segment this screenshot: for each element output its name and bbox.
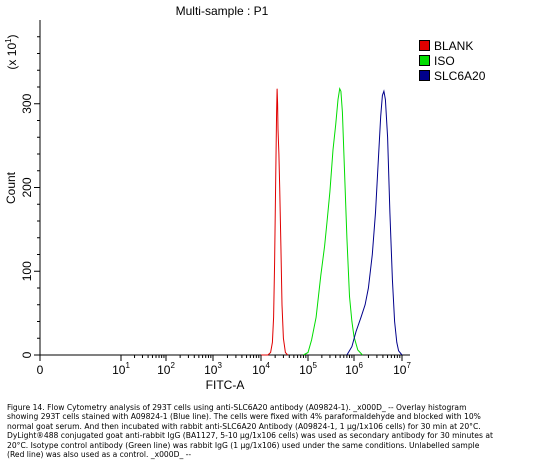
y-multiplier-label: (x 101) — [4, 34, 19, 69]
legend-item-blank: BLANK — [419, 39, 473, 53]
x-tick-label: 101 — [112, 361, 130, 377]
histogram-curves — [261, 87, 403, 356]
caption-line: DyLight®488 conjugated goat anti-rabbit … — [7, 431, 493, 441]
caption-line: Figure 14. Flow Cytometry analysis of 29… — [7, 403, 467, 412]
figure-caption: Figure 14. Flow Cytometry analysis of 29… — [7, 403, 539, 459]
curve-slc6a20 — [346, 89, 403, 356]
legend-label: ISO — [434, 54, 455, 68]
plot-axes — [39, 20, 410, 356]
legend-item-slc6a20: SLC6A20 — [419, 69, 485, 83]
flow-cytometry-chart: Multi-sample : P1 0 100 200 300 0 101 102 103 1… — [4, 4, 411, 392]
x-tick-label: 102 — [157, 361, 175, 377]
y-tick-label: 300 — [20, 93, 34, 113]
legend-label: BLANK — [434, 39, 474, 53]
y-tick-label: 100 — [20, 261, 34, 281]
x-tick-label: 105 — [299, 361, 317, 377]
y-tick-label: 200 — [20, 177, 34, 197]
x-tick-label: 0 — [37, 363, 44, 377]
curve-blank — [261, 88, 289, 356]
curve-iso — [303, 87, 363, 356]
y-tick-label: 0 — [20, 351, 34, 358]
y-axis-ticks: 0 100 200 300 — [20, 36, 40, 358]
legend-swatch — [419, 70, 430, 81]
legend-label: SLC6A20 — [434, 69, 486, 83]
caption-line: normal goat serum. And then incubated wi… — [7, 421, 481, 431]
x-axis-ticks: 0 101 102 103 104 105 106 107 — [37, 355, 411, 377]
legend-swatch — [419, 55, 430, 66]
caption-line: 20°C. Isotype control antibody (Green li… — [7, 440, 480, 450]
x-tick-label: 107 — [393, 361, 411, 377]
x-tick-label: 104 — [252, 361, 270, 377]
y-axis-label: Count — [4, 171, 18, 204]
caption-line: (Red line) was also used as a control. _… — [7, 450, 192, 460]
legend-item-iso: ISO — [419, 54, 455, 68]
caption-line: showing 293T cells stained with A09824-1… — [7, 412, 481, 422]
chart-title: Multi-sample : P1 — [176, 4, 269, 18]
x-axis-label: FITC-A — [206, 378, 245, 392]
x-tick-label: 103 — [204, 361, 222, 377]
x-tick-label: 106 — [345, 361, 363, 377]
legend-swatch — [419, 40, 430, 51]
